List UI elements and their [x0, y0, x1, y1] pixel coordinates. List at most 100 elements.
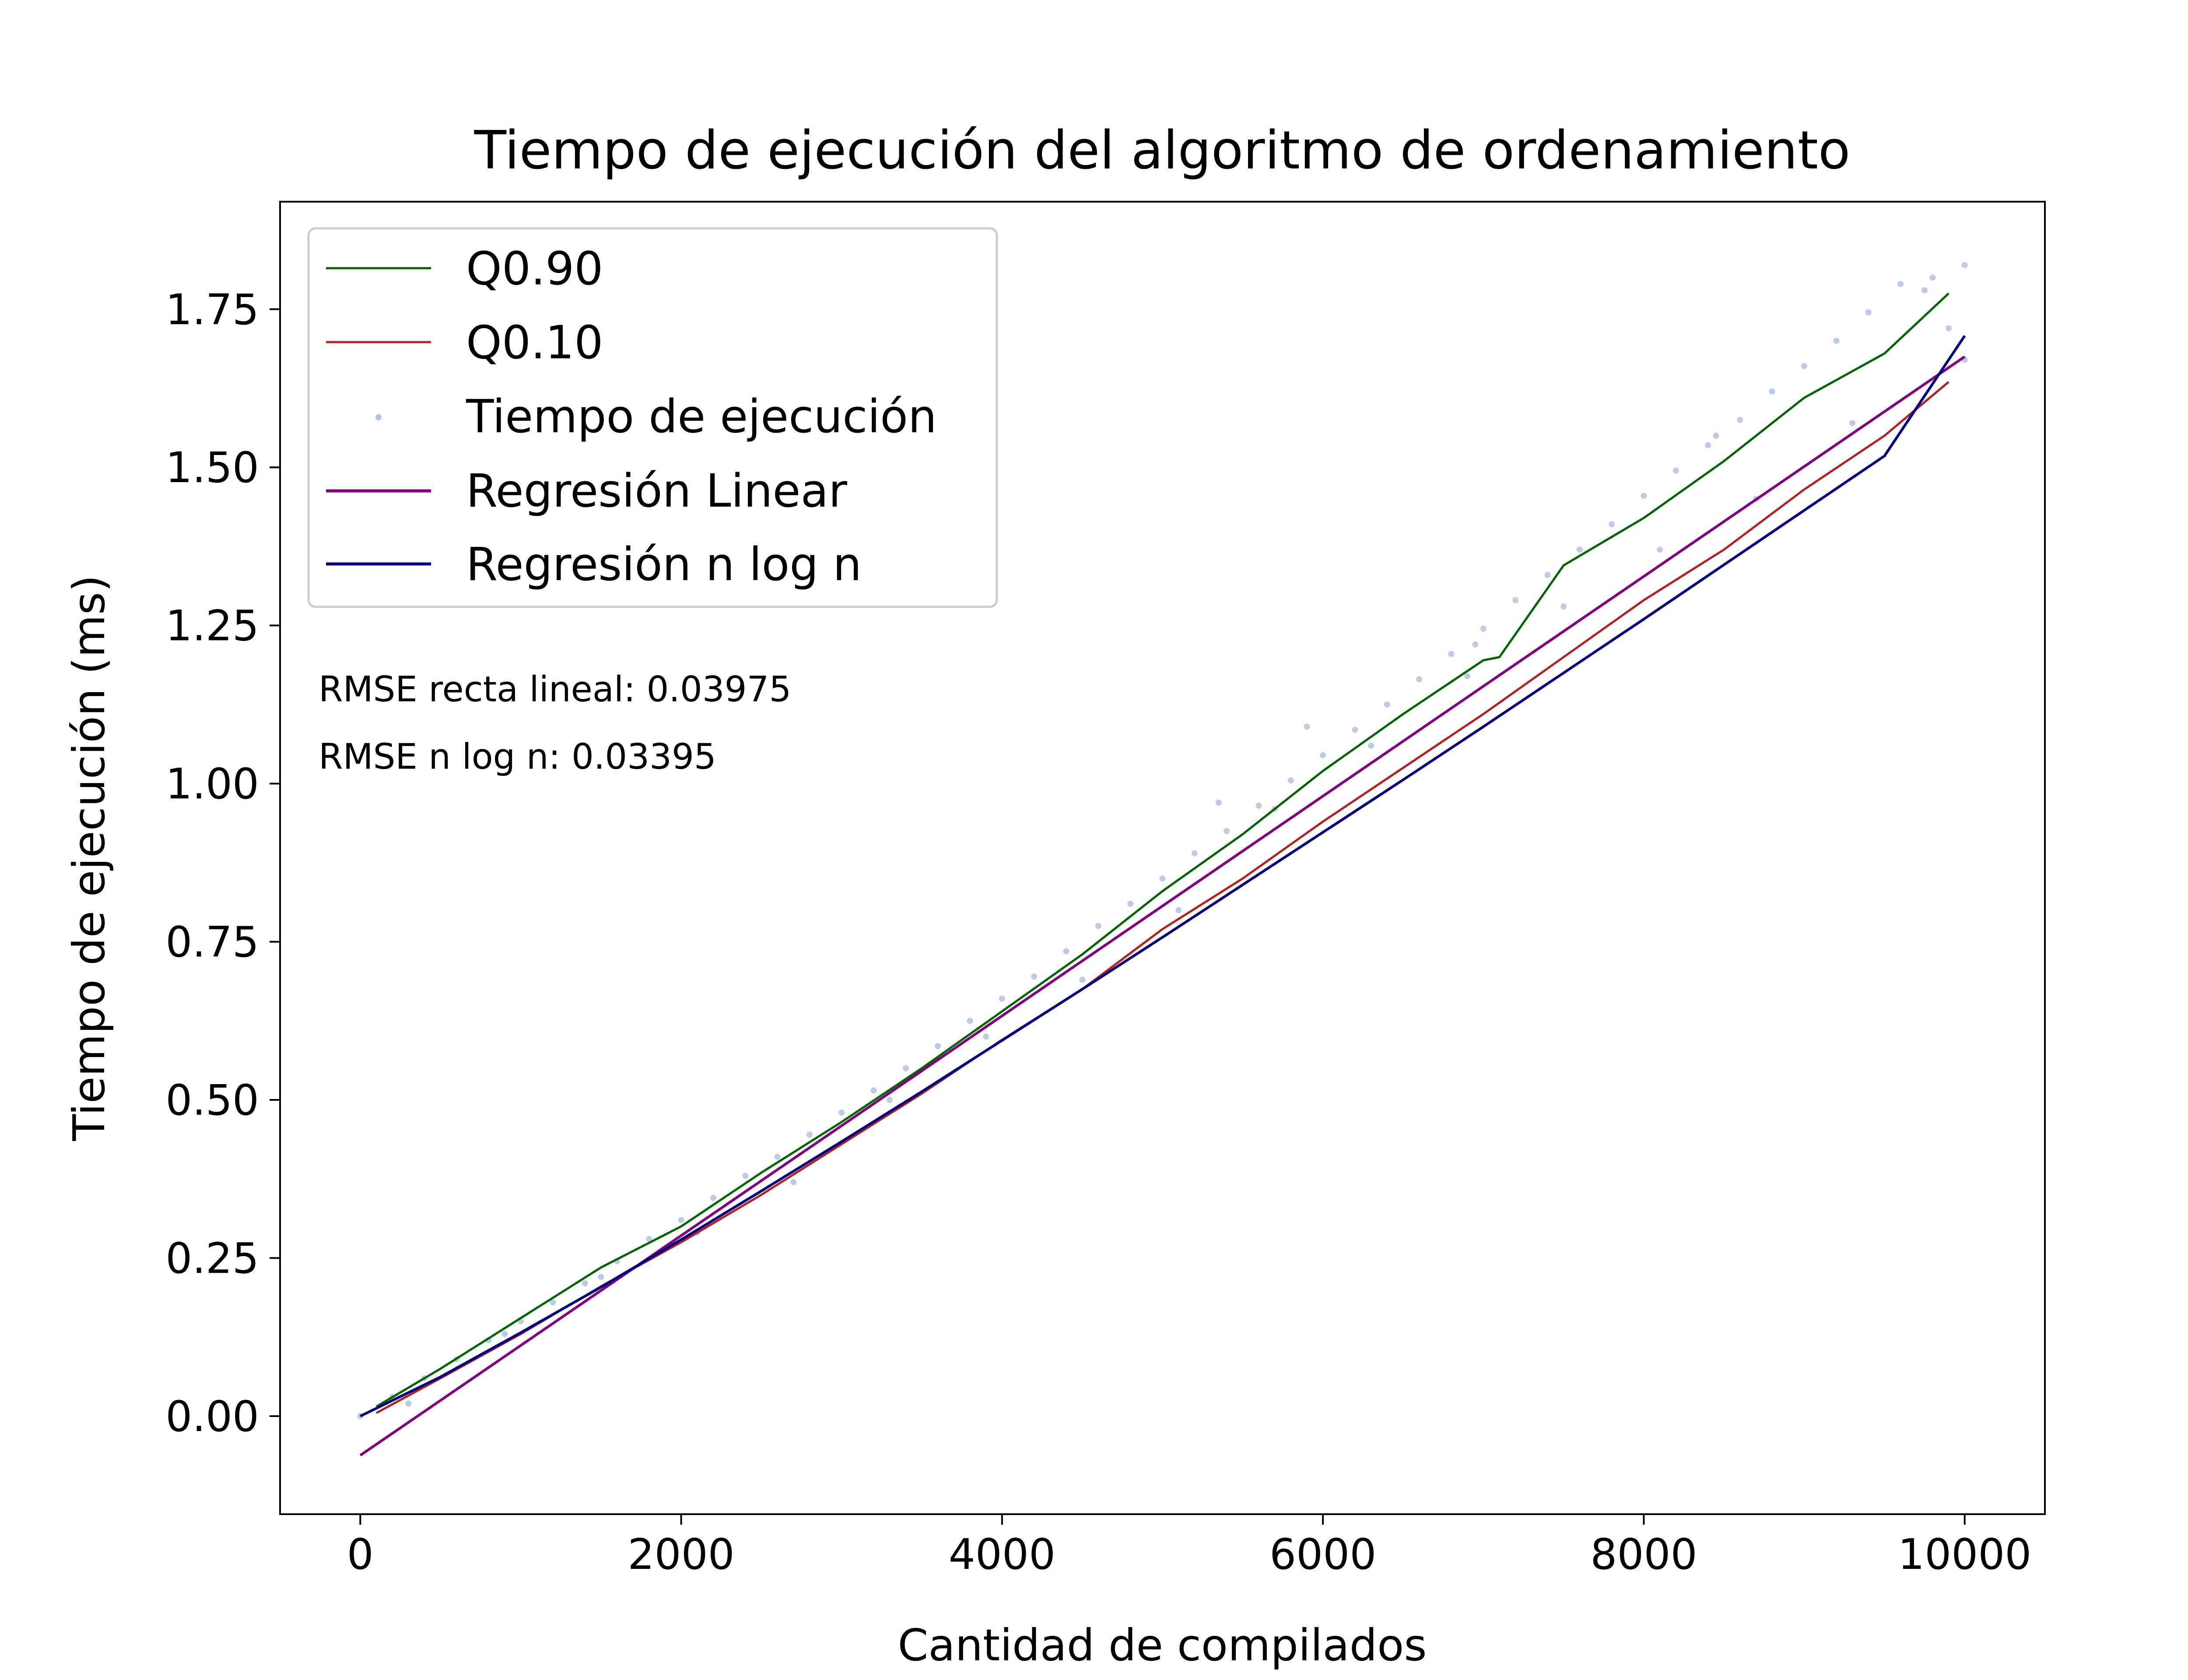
legend-entry-q010: Q0.10: [326, 316, 603, 369]
y-tick-label: 1.50: [165, 443, 259, 492]
data-point: [1922, 287, 1928, 294]
data-point: [1352, 727, 1358, 733]
data-point: [1079, 976, 1086, 983]
data-point: [1320, 752, 1326, 759]
data-point: [1175, 907, 1182, 914]
legend-entry-regresion-nlogn: Regresión n log n: [326, 538, 862, 591]
x-tick-label: 10000: [1898, 1530, 2031, 1579]
x-tick-label: 0: [347, 1530, 374, 1579]
data-point: [1849, 420, 1855, 426]
legend-entry-regresion-linear: Regresión Linear: [326, 464, 847, 518]
rmse-linear-annotation: RMSE recta lineal: 0.03975: [319, 669, 791, 710]
data-point: [1673, 467, 1679, 474]
data-point: [1384, 701, 1390, 708]
data-point: [1416, 676, 1423, 682]
rmse-nlogn-annotation: RMSE n log n: 0.03395: [319, 736, 716, 777]
data-point: [1127, 900, 1134, 907]
x-tick-label: 8000: [1590, 1530, 1697, 1579]
data-point: [1560, 603, 1567, 610]
data-point: [806, 1131, 813, 1138]
data-point: [1929, 274, 1936, 281]
legend-label-tiempo: Tiempo de ejecución: [466, 390, 937, 443]
data-point: [1215, 799, 1222, 806]
legend-label-regresion-linear: Regresión Linear: [466, 464, 847, 518]
data-point: [1095, 923, 1101, 929]
legend-box: [307, 227, 998, 608]
legend-entry-tiempo: Tiempo de ejecución: [375, 390, 937, 443]
x-tick-label: 4000: [949, 1530, 1055, 1579]
data-point: [1576, 546, 1583, 553]
data-point: [967, 1018, 973, 1024]
y-tick-label: 1.25: [165, 602, 259, 651]
legend-label-q010: Q0.10: [466, 316, 603, 369]
data-point: [1464, 673, 1471, 679]
data-point: [1801, 363, 1807, 369]
data-point: [1512, 597, 1519, 603]
data-point: [550, 1299, 556, 1306]
data-layer: [357, 262, 1968, 1456]
data-point: [1641, 493, 1647, 499]
data-point: [1031, 973, 1038, 980]
data-point: [790, 1179, 797, 1185]
y-tick-label: 0.75: [165, 918, 259, 967]
data-point: [1448, 651, 1455, 657]
data-point: [1833, 338, 1840, 344]
series-line-regresion-n-log-n: [359, 335, 1966, 1418]
data-point: [1865, 309, 1872, 315]
data-point: [1897, 281, 1904, 287]
data-point: [1191, 850, 1198, 857]
data-point: [1705, 442, 1711, 448]
y-axis-ticks: 0.00 0.25 0.50 0.75 1.00 1.25 1.50 1.75: [165, 285, 280, 1441]
data-point: [678, 1217, 684, 1223]
data-point: [1159, 875, 1166, 882]
data-point: [646, 1236, 652, 1242]
legend-label-regresion-nlogn: Regresión n log n: [466, 538, 862, 591]
series-tiempo-de-ejecucion: [357, 262, 1968, 1419]
data-point: [1224, 828, 1230, 834]
data-point: [1368, 742, 1375, 749]
data-point: [1657, 546, 1663, 553]
data-point: [1713, 432, 1719, 439]
data-point: [598, 1274, 604, 1280]
y-tick-label: 0.50: [165, 1076, 259, 1125]
data-point: [1472, 641, 1479, 648]
data-point: [1769, 388, 1775, 395]
y-tick-label: 1.00: [165, 760, 259, 808]
x-axis-label: Cantidad de compilados: [898, 1620, 1427, 1671]
series-line-q0-90: [375, 292, 1950, 1408]
data-point: [887, 1097, 893, 1103]
data-point: [1737, 416, 1743, 423]
data-point: [870, 1087, 877, 1094]
y-axis-label: Tiempo de ejecución (ms): [63, 575, 115, 1141]
data-point: [1063, 948, 1069, 955]
data-point: [1480, 625, 1487, 632]
data-point: [1544, 572, 1551, 578]
y-tick-label: 1.75: [165, 285, 259, 334]
data-point: [582, 1280, 588, 1287]
y-tick-label: 0.25: [165, 1234, 259, 1283]
data-point: [405, 1400, 412, 1407]
data-point: [1609, 521, 1615, 528]
x-tick-label: 6000: [1269, 1530, 1376, 1579]
data-point: [742, 1172, 749, 1179]
data-point: [1287, 777, 1294, 784]
data-point: [501, 1331, 508, 1337]
data-point: [983, 1033, 989, 1040]
plot-frame: [279, 201, 2046, 1515]
legend-swatch-tiempo: [375, 414, 382, 420]
data-point: [838, 1109, 845, 1116]
data-point: [902, 1065, 909, 1071]
data-point: [935, 1043, 941, 1050]
legend: Q0.90 Q0.10 Tiempo de ejecución Regresió…: [307, 227, 998, 608]
legend-label-q090: Q0.90: [466, 242, 603, 295]
data-point: [999, 995, 1005, 1002]
data-point: [1304, 724, 1310, 730]
legend-entry-q090: Q0.90: [326, 242, 603, 295]
data-point: [710, 1195, 716, 1201]
data-point: [774, 1154, 781, 1160]
data-point: [1946, 325, 1952, 332]
data-point: [1255, 802, 1262, 809]
x-axis-ticks: 0 2000 4000 6000 8000 10000: [347, 1514, 2031, 1579]
chart-title: Tiempo de ejecución del algoritmo de ord…: [474, 120, 1851, 181]
